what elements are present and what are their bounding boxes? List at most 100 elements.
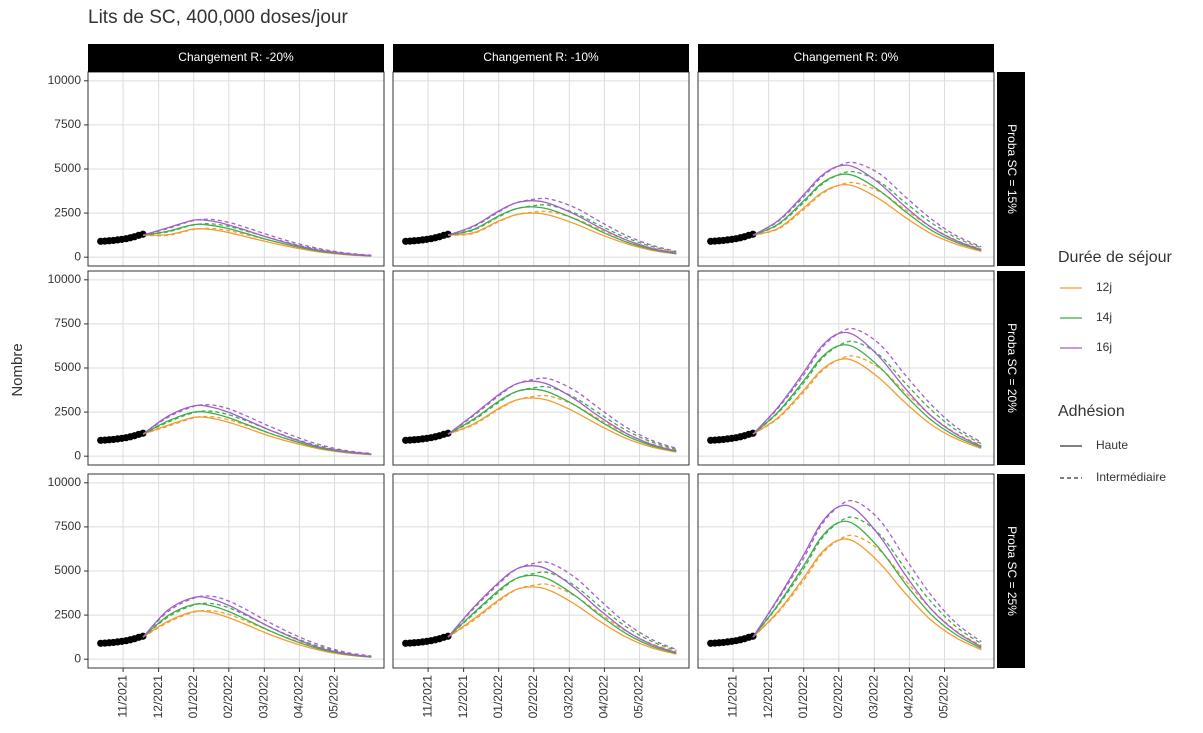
- model-line: [142, 227, 372, 257]
- model-line: [447, 380, 677, 452]
- model-line: [752, 173, 982, 252]
- y-tick-label: 2500: [54, 205, 81, 219]
- observed-point: [139, 230, 147, 238]
- column-strip: [88, 44, 384, 72]
- row-strip-label: Proba SC = 20%: [1005, 323, 1019, 413]
- legend-title: Adhésion: [1058, 403, 1125, 420]
- row-strip: [997, 72, 1025, 266]
- model-line: [142, 602, 372, 658]
- model-line: [447, 561, 677, 651]
- y-tick-label: 10000: [48, 475, 82, 489]
- row-strip-label: Proba SC = 25%: [1005, 526, 1019, 616]
- observed-point: [749, 230, 757, 238]
- y-tick-label: 5000: [54, 563, 81, 577]
- observed-point: [444, 429, 452, 437]
- model-line: [447, 377, 677, 450]
- x-tick-label: 12/2021: [456, 675, 470, 719]
- legend-label: Haute: [1096, 438, 1128, 452]
- model-line: [752, 181, 982, 250]
- model-line: [142, 404, 372, 455]
- chart-title: Lits de SC, 400,000 doses/jour: [88, 7, 349, 28]
- y-tick-label: 0: [74, 448, 81, 462]
- model-line: [752, 331, 982, 447]
- x-tick-label: 11/2021: [115, 675, 129, 718]
- x-tick-label: 03/2022: [562, 675, 576, 719]
- model-line: [142, 595, 372, 657]
- model-line: [752, 340, 982, 445]
- model-line: [142, 404, 372, 455]
- model-line: [447, 204, 677, 253]
- model-line: [142, 410, 372, 455]
- y-tick-label: 7500: [54, 519, 81, 533]
- model-line: [447, 200, 677, 254]
- model-line: [142, 410, 372, 456]
- x-tick-label: 04/2022: [902, 675, 916, 719]
- legend-label: Intermédiaire: [1096, 470, 1166, 484]
- y-tick-label: 5000: [54, 161, 81, 175]
- model-line: [447, 571, 677, 652]
- model-line: [752, 534, 982, 647]
- model-line: [142, 603, 372, 658]
- legend-label: 16j: [1096, 340, 1112, 354]
- legend-title: Durée de séjour: [1058, 249, 1173, 266]
- model-line: [752, 164, 982, 251]
- y-tick-label: 2500: [54, 607, 81, 621]
- panel-border: [392, 270, 690, 466]
- model-line: [142, 218, 372, 256]
- observed-point: [444, 230, 452, 238]
- model-line: [142, 596, 372, 658]
- x-tick-label: 05/2022: [632, 675, 646, 719]
- model-line: [752, 520, 982, 649]
- y-tick-label: 0: [74, 249, 81, 263]
- y-tick-label: 10000: [48, 272, 82, 286]
- model-line: [142, 416, 372, 456]
- row-strip-label: Proba SC = 15%: [1005, 124, 1019, 214]
- x-tick-label: 05/2022: [937, 675, 951, 719]
- column-strip-label: Changement R: 0%: [794, 50, 899, 64]
- x-tick-label: 03/2022: [257, 675, 271, 719]
- legend-label: 12j: [1096, 280, 1112, 294]
- column-strip: [393, 44, 689, 72]
- y-axis-label: Nombre: [9, 343, 26, 396]
- y-tick-label: 7500: [54, 117, 81, 131]
- x-tick-label: 11/2021: [420, 675, 434, 718]
- model-line: [447, 586, 677, 655]
- model-line: [752, 358, 982, 450]
- x-tick-label: 02/2022: [831, 675, 845, 719]
- x-tick-label: 12/2021: [761, 675, 775, 719]
- model-line: [447, 565, 677, 654]
- x-tick-label: 12/2021: [151, 675, 165, 719]
- model-line: [447, 212, 677, 255]
- model-line: [752, 327, 982, 443]
- model-line: [752, 355, 982, 446]
- panel-border: [392, 473, 690, 669]
- model-line: [752, 538, 982, 651]
- model-line: [752, 516, 982, 645]
- x-tick-label: 02/2022: [221, 675, 235, 719]
- model-line: [447, 397, 677, 453]
- column-strip-label: Changement R: -10%: [483, 50, 599, 64]
- model-line: [447, 385, 677, 450]
- model-line: [752, 504, 982, 648]
- model-line: [752, 161, 982, 248]
- x-tick-label: 03/2022: [867, 675, 881, 719]
- column-strip-label: Changement R: -20%: [178, 50, 294, 64]
- x-tick-label: 01/2022: [491, 675, 505, 719]
- model-line: [752, 170, 982, 249]
- model-line: [752, 500, 982, 643]
- x-tick-label: 05/2022: [327, 675, 341, 719]
- y-tick-label: 10000: [48, 73, 82, 87]
- model-line: [142, 610, 372, 658]
- model-line: [447, 574, 677, 655]
- y-tick-label: 0: [74, 651, 81, 665]
- y-tick-label: 2500: [54, 404, 81, 418]
- y-tick-label: 5000: [54, 360, 81, 374]
- x-tick-label: 01/2022: [796, 675, 810, 719]
- model-line: [752, 344, 982, 448]
- row-strip: [997, 271, 1025, 465]
- x-tick-label: 04/2022: [597, 675, 611, 719]
- model-line: [447, 388, 677, 453]
- panel-border: [697, 270, 995, 466]
- x-tick-label: 04/2022: [292, 675, 306, 719]
